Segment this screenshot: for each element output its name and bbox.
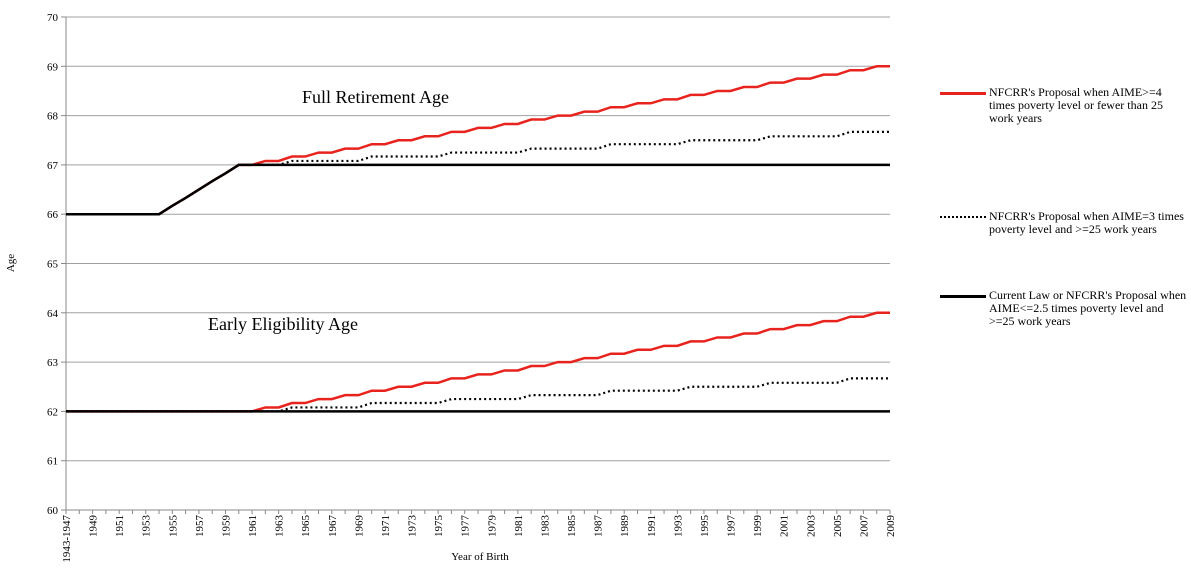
y-tick-label: 60 <box>47 505 59 517</box>
legend-item: Current Law or NFCRR's Proposal when AIM… <box>940 289 1190 328</box>
x-tick-label: 2001 <box>779 515 791 537</box>
x-tick-label: 1993 <box>672 515 684 538</box>
x-tick-label: 1995 <box>699 515 711 538</box>
annotation: Early Eligibility Age <box>208 314 358 334</box>
x-tick-label: 1971 <box>380 515 392 537</box>
series-line <box>66 377 890 413</box>
x-tick-label: 1991 <box>646 515 658 537</box>
x-tick-label: 1967 <box>327 515 339 538</box>
x-tick-label: 2005 <box>832 515 844 538</box>
x-tick-label: 1997 <box>726 515 738 538</box>
x-tick-label: 1965 <box>300 515 312 538</box>
x-tick-label: 1961 <box>247 515 259 537</box>
y-tick-label: 61 <box>47 456 58 468</box>
legend-swatch <box>940 92 986 95</box>
x-tick-label: 1973 <box>407 515 419 538</box>
x-tick-label: 1983 <box>539 515 551 538</box>
x-tick-label: 1963 <box>274 515 286 538</box>
x-tick-label: 1979 <box>486 515 498 538</box>
legend-label: Current Law or NFCRR's Proposal when AIM… <box>989 288 1187 328</box>
series-line <box>66 130 890 216</box>
legend-item: NFCRR's Proposal when AIME=3 times pover… <box>940 210 1190 236</box>
legend-swatch <box>940 295 986 298</box>
x-tick-label: 1959 <box>220 515 232 538</box>
x-tick-label: 1975 <box>433 515 445 538</box>
legend-item: NFCRR's Proposal when AIME>=4 times pove… <box>940 86 1190 125</box>
x-tick-label: 1953 <box>141 515 153 538</box>
x-axis-title: Year of Birth <box>451 551 509 563</box>
legend-label: NFCRR's Proposal when AIME>=4 times pove… <box>989 85 1163 125</box>
x-tick-label: 1989 <box>619 515 631 538</box>
x-tick-label: 1985 <box>566 515 578 538</box>
x-tick-label: 1969 <box>353 515 365 538</box>
x-tick-label: 1951 <box>114 515 126 537</box>
legend-label: NFCRR's Proposal when AIME=3 times pover… <box>989 209 1184 236</box>
x-tick-label: 1987 <box>593 515 605 538</box>
x-tick-label: 2003 <box>805 515 817 538</box>
x-tick-label: 1981 <box>513 515 525 537</box>
x-tick-label: 1955 <box>167 515 179 538</box>
y-tick-label: 68 <box>47 111 59 123</box>
y-axis-title: Age <box>5 254 17 272</box>
y-tick-label: 67 <box>47 160 59 172</box>
y-tick-label: 70 <box>47 12 59 24</box>
y-tick-label: 66 <box>47 209 59 221</box>
y-tick-label: 64 <box>47 308 59 320</box>
series-line <box>66 163 890 216</box>
annotation: Full Retirement Age <box>302 87 449 107</box>
y-tick-label: 69 <box>47 61 59 73</box>
x-tick-label: 2007 <box>858 515 870 538</box>
x-tick-label: 1977 <box>460 515 472 538</box>
y-tick-label: 65 <box>47 259 59 271</box>
y-tick-label: 63 <box>47 357 59 369</box>
x-tick-label: 1943-1947 <box>61 515 73 563</box>
legend-swatch <box>940 216 986 218</box>
chart: Full Retirement Age Early Eligibility Ag… <box>5 12 897 563</box>
series-line <box>66 65 890 216</box>
x-tick-label: 1957 <box>194 515 206 538</box>
y-tick-label: 62 <box>47 406 58 418</box>
x-tick-label: 2009 <box>885 515 897 538</box>
x-tick-label: 1949 <box>88 515 100 538</box>
x-tick-label: 1999 <box>752 515 764 538</box>
